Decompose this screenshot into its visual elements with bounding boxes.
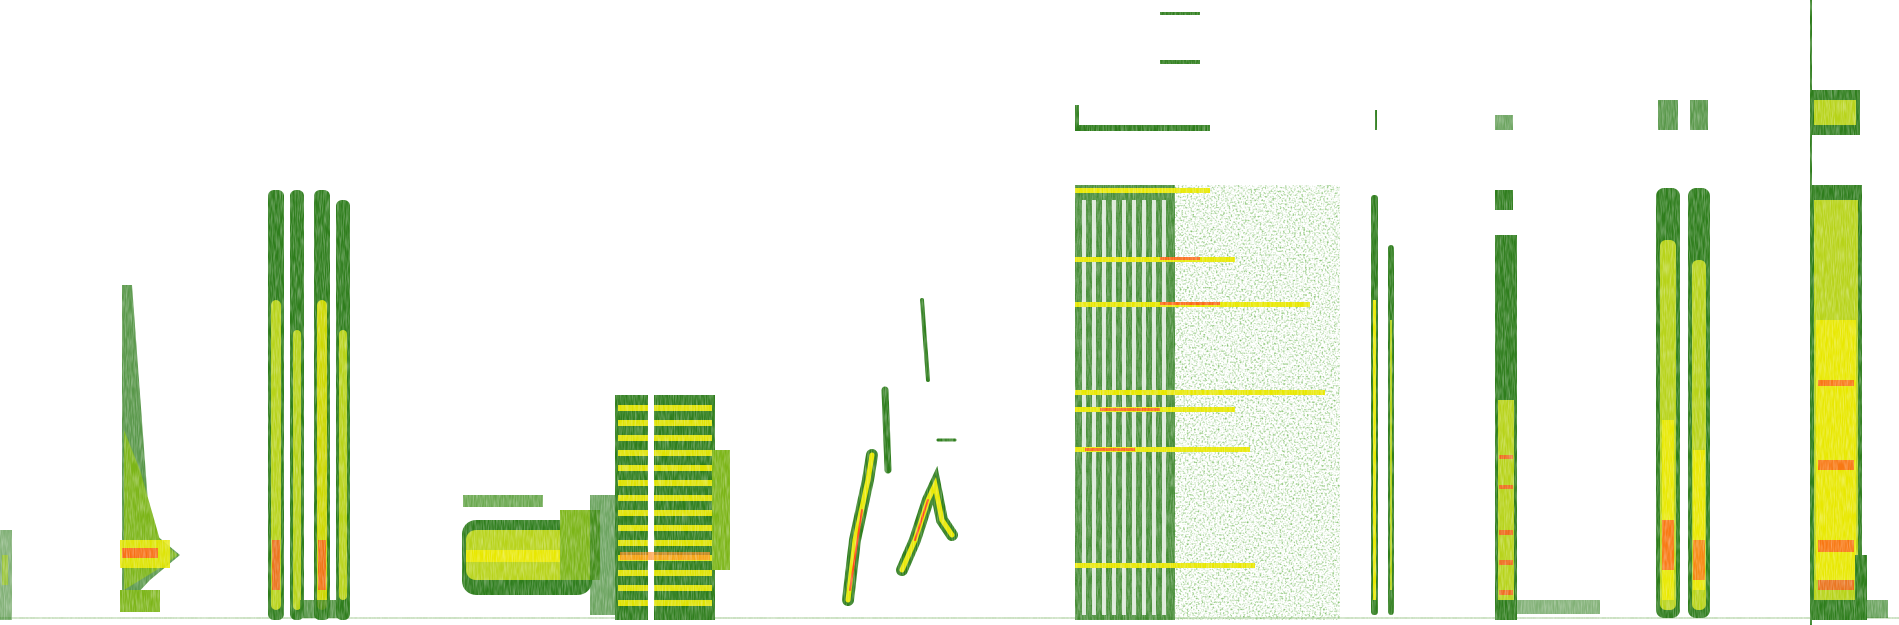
spectrogram-canvas: [0, 0, 1899, 625]
grain-overlay: [0, 0, 1899, 625]
